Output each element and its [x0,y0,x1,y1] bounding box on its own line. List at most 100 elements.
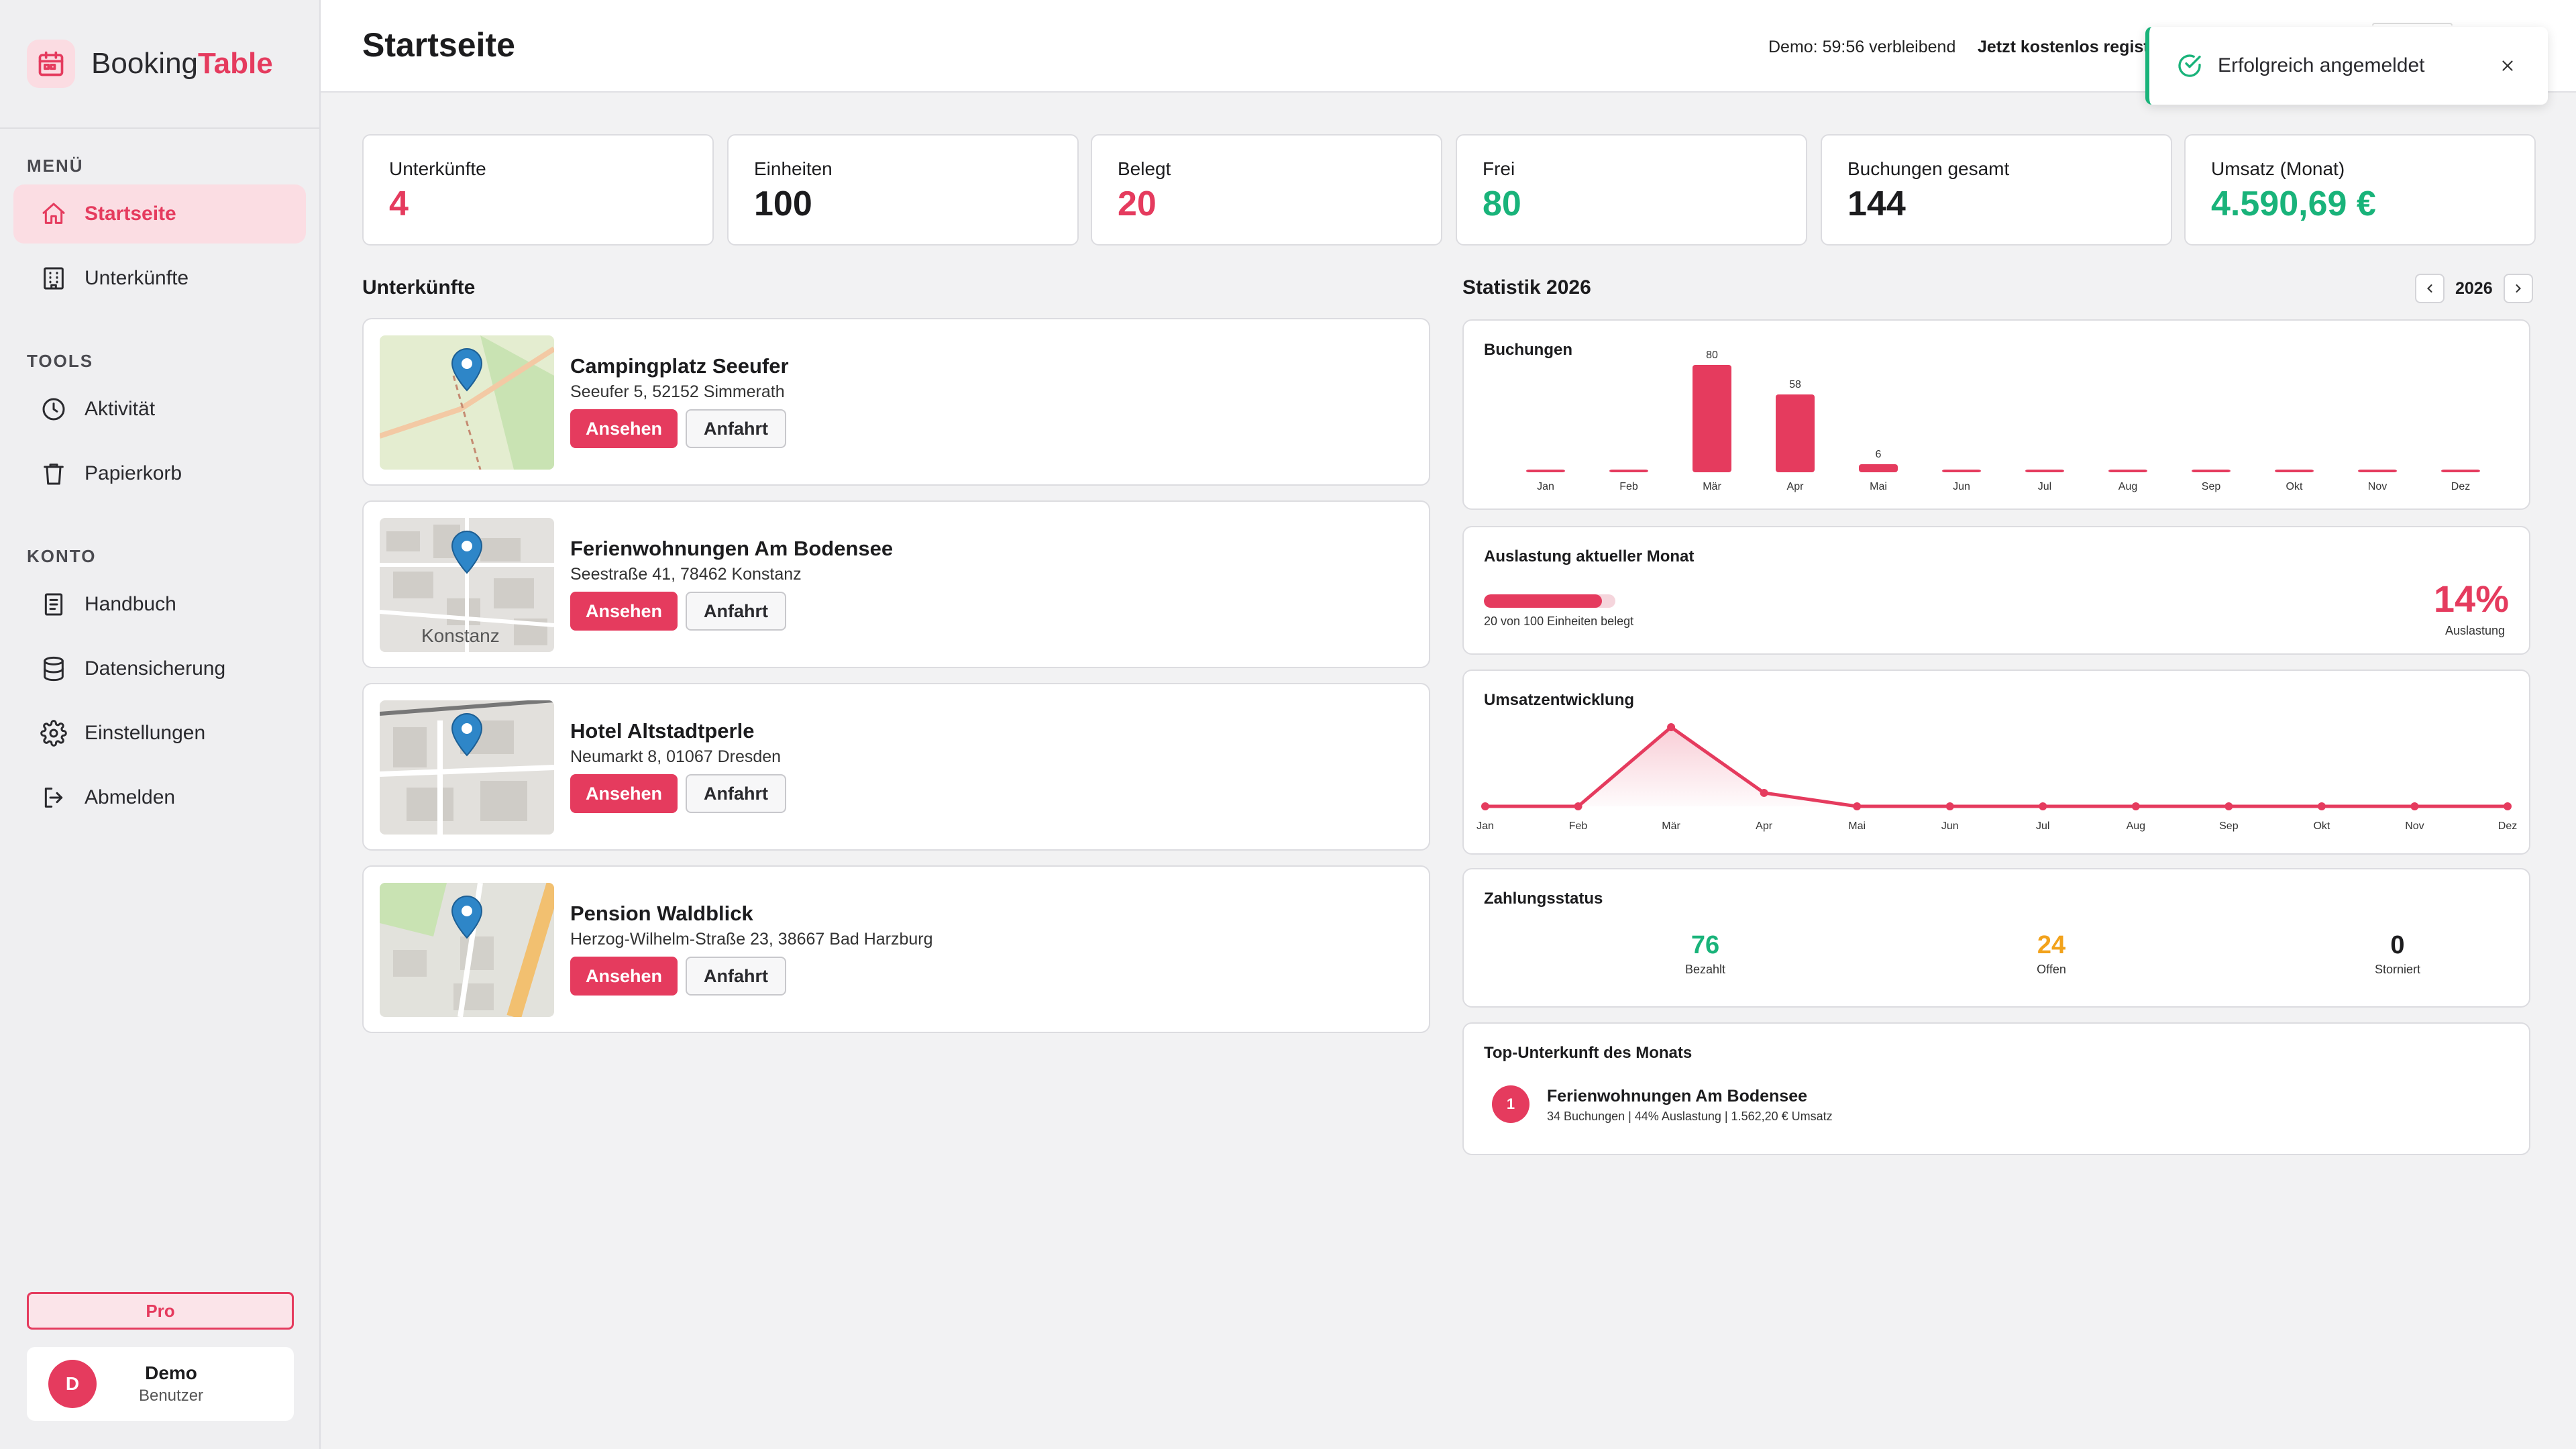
bar-jul [2025,470,2064,472]
stat-card: Belegt 20 [1091,134,1442,246]
revenue-point-sep [2224,802,2233,810]
revenue-area [1485,727,2508,806]
occupancy-progress [1484,594,1615,608]
x-tick-label: Nov [2405,820,2424,832]
x-tick-label: Sep [2202,481,2221,492]
top-property-name[interactable]: Ferienwohnungen Am Bodensee [1547,1087,1808,1106]
brand-name: BookingTable [91,47,273,80]
occupancy-panel: Auslastung aktueller Monat 20 von 100 Ei… [1462,526,2530,655]
revenue-point-feb [1574,802,1582,810]
revenue-panel: Umsatzentwicklung Jan Feb Mär Apr Mai Jun Jul A… [1462,669,2530,855]
sidebar-item-einstellungen[interactable]: Einstellungen [13,704,306,763]
stat-card: Einheiten 100 [727,134,1079,246]
revenue-point-jul [2039,802,2047,810]
revenue-chart: Jan Feb Mär Apr Mai Jun Jul Aug Sep Okt Nov Dez [1477,723,2517,832]
property-map[interactable] [380,883,554,1017]
revenue-point-aug [2131,802,2140,810]
x-tick-label: Aug [2118,481,2137,492]
revenue-point-okt [2317,802,2326,810]
bar-apr [1776,394,1815,472]
brand[interactable]: BookingTable [0,0,319,129]
bar-jun [1942,470,1981,472]
stat-label: Einheiten [754,158,833,179]
payment-panel: Zahlungsstatus 76 Bezahlt 24 Offen 0 Stornier… [1462,868,2530,1008]
occupancy-note: 20 von 100 Einheiten belegt [1484,614,1634,628]
database-icon [44,656,64,682]
stat-value: 4.590,69 € [2211,184,2376,223]
sidebar-item-handbuch[interactable]: Handbuch [13,575,306,634]
statistics-heading: Statistik 2026 [1462,276,1591,299]
next-year-button[interactable] [2503,274,2533,303]
check-circle-icon [2178,54,2201,77]
stat-label: Belegt [1118,158,1171,179]
x-tick-label: Jun [1953,481,1970,492]
bookings-panel: Buchungen Jan Feb 80 Mär 58 Apr 6 Mai Jun Jul Aug S… [1462,319,2530,510]
directions-button[interactable]: Anfahrt [686,774,786,813]
top-property-title: Top-Unterkunft des Monats [1484,1044,1693,1062]
x-tick-label: Jul [2038,481,2051,492]
property-card: Campingplatz Seeufer Seeufer 5, 52152 Si… [362,318,1430,486]
view-button[interactable]: Ansehen [570,774,678,813]
page-title: Startseite [362,26,515,64]
nav-section-title: TOOLS [27,351,94,371]
bar-aug [2108,470,2147,472]
close-icon[interactable] [2494,52,2521,79]
sidebar-item-label: Handbuch [85,593,176,615]
occupancy-progress-fill [1484,594,1603,608]
payment-status-item: 24 Offen [1951,931,2152,977]
sidebar-item-unterk-nfte[interactable]: Unterkünfte [13,249,306,308]
property-map[interactable]: Konstanz [380,518,554,652]
x-tick-label: Okt [2313,820,2330,832]
stat-value: 4 [389,184,409,223]
sidebar-item-startseite[interactable]: Startseite [13,184,306,244]
year-navigator: 2026 [2415,274,2533,303]
home-icon [42,203,65,224]
x-tick-label: Jan [1477,820,1494,832]
x-tick-label: Feb [1619,481,1638,492]
x-tick-label: Dez [2498,820,2517,832]
directions-button[interactable]: Anfahrt [686,957,786,996]
sidebar-item-label: Einstellungen [85,722,206,744]
nav-section-title: KONTO [27,546,97,566]
building-icon [44,267,64,290]
top-property-panel: Top-Unterkunft des Monats 1 Ferienwohnun… [1462,1022,2530,1155]
sidebar-item-papierkorb[interactable]: Papierkorb [13,444,306,503]
x-tick-label: Mär [1662,820,1680,832]
sidebar-item-aktivit-t[interactable]: Aktivität [13,380,306,439]
sidebar-item-abmelden[interactable]: Abmelden [13,768,306,827]
revenue-point-dez [2504,802,2512,810]
bar-mär [1693,365,1731,472]
x-tick-label: Jan [1537,481,1554,492]
bar-feb [1609,470,1648,472]
user-card[interactable]: D Demo Benutzer [27,1347,294,1421]
stat-value: 80 [1483,184,1521,223]
brand-name-part1: Booking [91,47,199,80]
x-tick-label: Sep [2219,820,2239,832]
prev-year-button[interactable] [2415,274,2445,303]
avatar: D [48,1360,97,1408]
occupancy-title: Auslastung aktueller Monat [1484,547,1695,566]
register-link[interactable]: Jetzt kostenlos regist [1978,38,2149,56]
user-role: Benutzer [138,1387,204,1405]
x-tick-label: Jun [1941,820,1959,832]
property-name: Pension Waldblick [570,902,753,925]
x-tick-label: Mär [1703,481,1721,492]
property-map[interactable] [380,700,554,835]
success-toast: Erfolgreich angemeldet [2145,27,2548,105]
year-label: 2026 [2455,278,2493,298]
brand-name-part2: Table [198,47,273,80]
revenue-point-nov [2410,802,2419,810]
directions-button[interactable]: Anfahrt [686,409,786,448]
property-card: Pension Waldblick Herzog-Wilhelm-Straße … [362,865,1430,1033]
revenue-point-jan [1481,802,1489,810]
view-button[interactable]: Ansehen [570,957,678,996]
user-name: Demo [145,1362,197,1383]
property-map[interactable] [380,335,554,470]
pro-button[interactable]: Pro [27,1292,294,1330]
view-button[interactable]: Ansehen [570,592,678,631]
view-button[interactable]: Ansehen [570,409,678,448]
header-button[interactable] [2372,23,2453,25]
revenue-point-mai [1853,802,1862,810]
sidebar-item-datensicherung[interactable]: Datensicherung [13,639,306,698]
directions-button[interactable]: Anfahrt [686,592,786,631]
